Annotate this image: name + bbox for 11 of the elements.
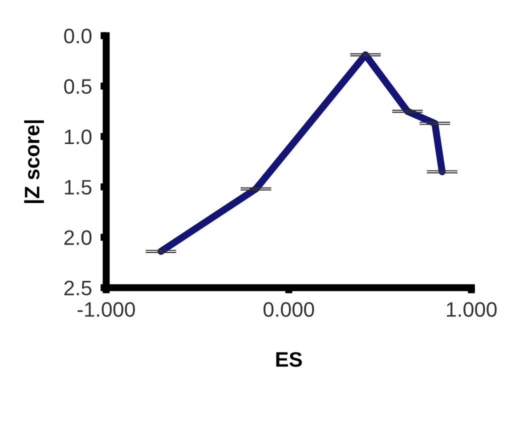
y-tick-label: 0.5 [64, 79, 92, 94]
y-tick-label: 2.5 [64, 280, 92, 296]
y-tick-label: 2.0 [64, 230, 92, 246]
x-tick-label: 1.000 [446, 302, 497, 317]
y-tick-label: 1.5 [64, 180, 92, 195]
y-tick-label: 1.0 [64, 129, 92, 144]
x-tick-label: -1.000 [78, 302, 135, 317]
y-axis-title: |Z score| [24, 120, 44, 203]
x-tick-label: 0.000 [264, 302, 314, 317]
x-axis-title: ES [276, 352, 302, 367]
y-tick-label: 0.0 [64, 28, 92, 44]
